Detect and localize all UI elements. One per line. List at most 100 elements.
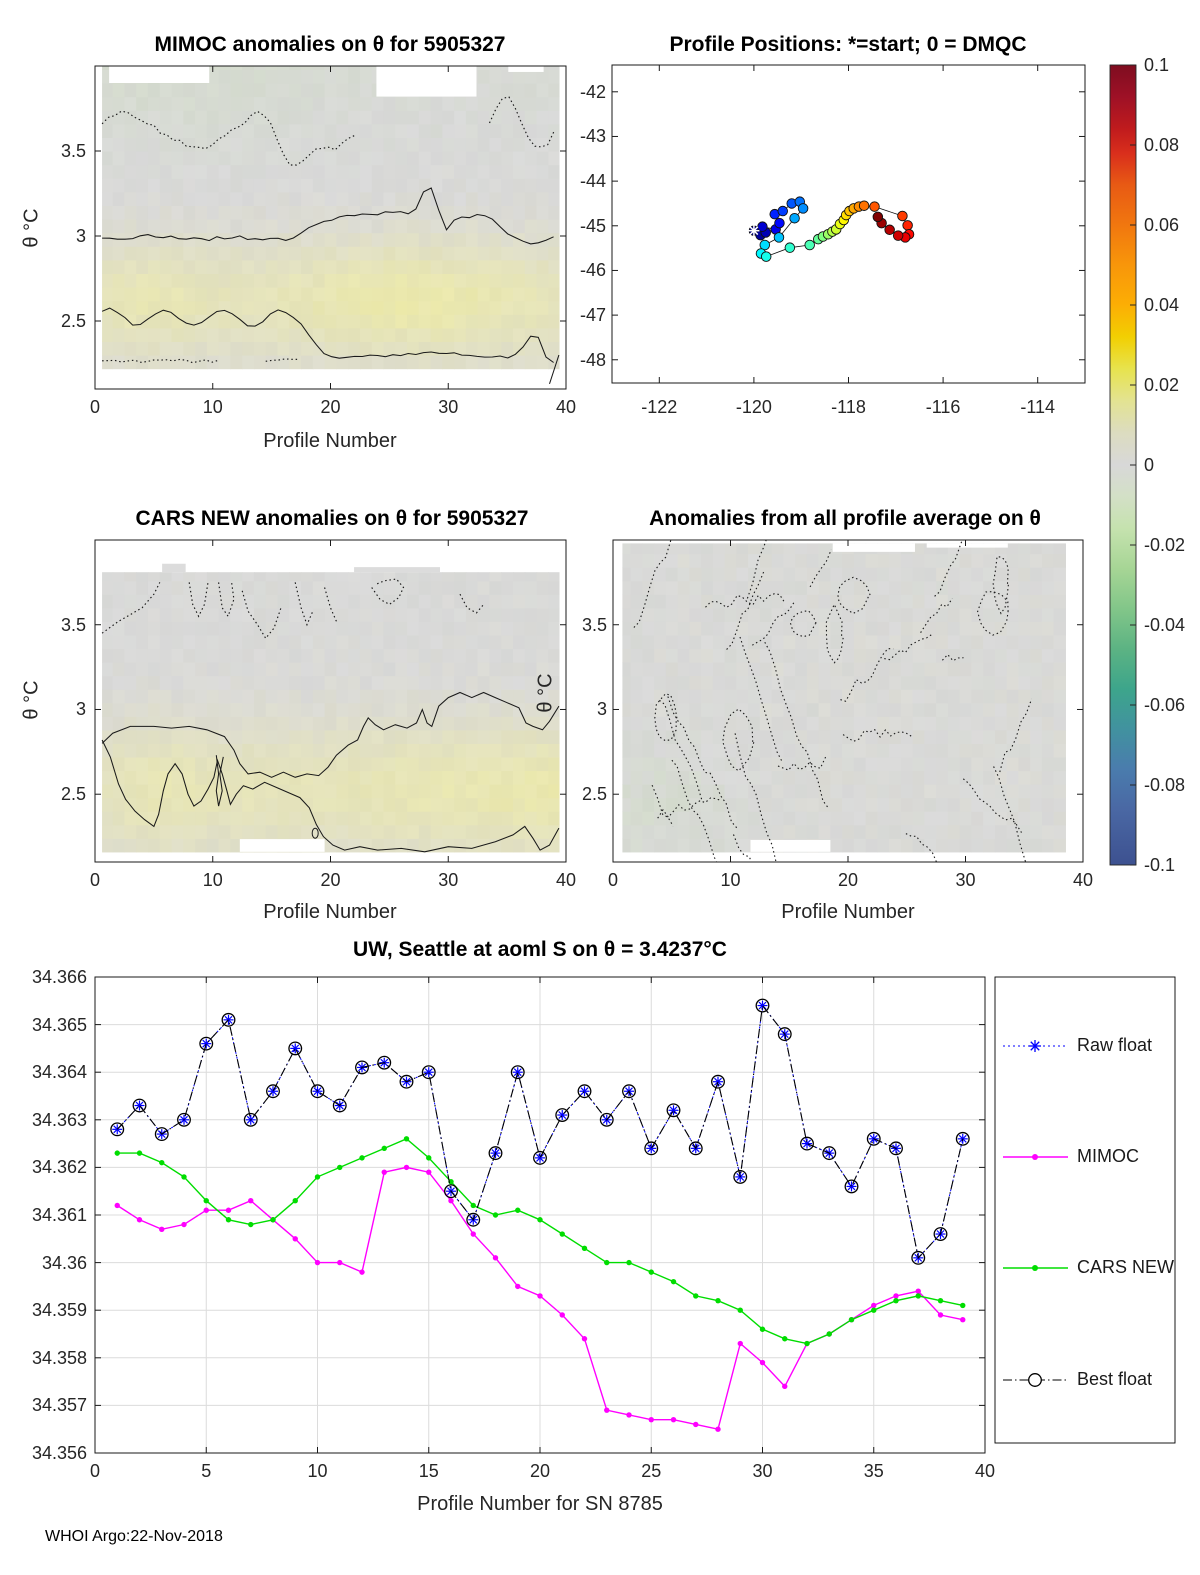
colorbar-tick-label: -0.04 [1144,615,1186,635]
tick-label-y-cars: 3 [75,699,86,720]
tick-label-y-all-profile: 3 [596,699,607,720]
xlabel-cars: Profile Number [263,901,397,923]
tick-label-x-all-profile: 40 [1072,870,1094,890]
tick-label-x-salinity: 10 [307,1461,328,1481]
tick-label-y-mimoc: 3.5 [60,141,86,161]
colorbar [1109,64,1137,866]
profile-positions-panel [748,196,915,262]
tick-label-x-all-profile: 0 [607,870,619,890]
tick-label-y-positions: -47 [579,305,606,326]
colorbar-tick-label: 0.1 [1144,55,1170,75]
legend-label-best-float: Best float [1077,1369,1153,1389]
colorbar-tick-label: 0.06 [1144,215,1180,235]
tick-label-x-positions: -114 [1020,397,1056,417]
profile-position-marker [789,212,800,224]
profile-position-marker [884,224,895,236]
cars-anomaly-panel [101,563,560,853]
tick-label-x-mimoc: 30 [438,397,459,417]
tick-label-y-all-profile: 2.5 [581,784,607,805]
profile-position-marker [774,217,785,229]
panel-title-salinity: UW, Seattle at aoml S on θ = 3.4237°C [353,938,727,961]
salinity-panel [95,977,985,1453]
ylabel-all-profile: θ °C [534,673,557,713]
tick-label-x-salinity: 15 [418,1461,439,1481]
tick-label-y-salinity: 34.357 [31,1395,87,1416]
profile-position-marker [804,239,815,251]
series-cars-new [114,1136,966,1347]
tick-label-y-mimoc: 3 [75,226,86,246]
tick-label-y-cars: 3.5 [60,614,86,635]
tick-label-y-positions: -44 [579,171,606,192]
tick-label-x-salinity: 40 [974,1461,996,1481]
axis-ticks [612,540,1084,862]
tick-label-y-positions: -46 [579,260,606,281]
tick-label-x-salinity: 20 [529,1461,551,1481]
series-best-float [110,998,970,1265]
tick-label-y-salinity: 34.358 [31,1347,87,1368]
all-profile-anomaly-panel [622,540,1066,862]
panel-title-all-profile: Anomalies from all profile average on θ [649,507,1041,530]
profile-position-marker [858,200,870,211]
tick-label-x-positions: -118 [831,397,866,417]
xlabel-mimoc: Profile Number [263,430,397,452]
axis-ticks [612,65,1085,383]
axis-ticks [94,540,567,862]
colorbar-tick-label: -0.06 [1144,695,1186,715]
profile-position-marker [869,201,880,212]
tick-label-y-positions: -48 [579,349,606,370]
colorbar-tick-label: 0.02 [1144,375,1180,395]
axis-ticks [94,976,986,1454]
panel-title-mimoc: MIMOC anomalies on θ for 5905327 [154,33,506,56]
tick-label-x-cars: 10 [202,870,223,890]
tick-label-y-salinity: 34.362 [31,1157,87,1178]
tick-label-x-positions: -122 [641,397,678,417]
tick-label-y-positions: -42 [579,81,606,102]
colorbar-tick-label: 0 [1144,455,1155,475]
tick-label-x-all-profile: 20 [837,870,859,890]
tick-label-y-salinity: 34.361 [31,1205,87,1225]
legend-label-raw-float: Raw float [1077,1035,1153,1055]
tick-label-x-mimoc: 40 [555,397,577,417]
tick-label-x-salinity: 35 [863,1461,884,1481]
tick-label-y-salinity: 34.366 [31,967,87,987]
tick-label-y-all-profile: 3.5 [581,614,607,635]
tick-label-y-positions: -43 [579,126,606,147]
legend-label-mimoc: MIMOC [1077,1146,1139,1166]
tick-label-x-salinity: 30 [752,1461,773,1481]
profile-position-marker [892,230,904,241]
tick-label-x-cars: 0 [89,870,101,890]
profile-position-marker [777,205,789,217]
profile-position-marker [872,211,884,223]
colorbar-tick-label: -0.08 [1144,775,1186,795]
colorbar-tick-label: 0.04 [1144,295,1180,315]
tick-label-x-all-profile: 10 [720,870,741,890]
tick-label-x-cars: 40 [555,870,577,890]
xlabel-salinity: Profile Number for SN 8785 [417,1493,663,1515]
tick-label-x-cars: 20 [320,870,341,890]
colorbar-tick-label: 0.08 [1144,135,1180,155]
tick-label-x-mimoc: 20 [320,397,341,417]
tick-label-x-salinity: 0 [89,1461,101,1481]
profile-position-marker [784,242,796,253]
start-asterisk-icon [749,226,759,236]
colorbar-tick-label: -0.02 [1144,535,1186,555]
tick-label-y-positions: -45 [579,215,606,236]
tick-label-x-positions: -120 [735,397,772,417]
tick-label-x-cars: 30 [438,870,459,890]
profile-position-marker [760,251,772,262]
footer-text: WHOI Argo:22-Nov-2018 [45,1528,223,1545]
panel-title-positions: Profile Positions: *=start; 0 = DMQC [669,33,1027,56]
profile-position-marker [759,239,771,251]
panel-title-cars: CARS NEW anomalies on θ for 5905327 [135,507,529,530]
profile-position-marker [773,232,785,243]
tick-label-y-salinity: 34.359 [31,1300,87,1321]
tick-label-x-mimoc: 10 [202,397,223,417]
profile-position-marker [797,203,809,214]
tick-label-x-mimoc: 0 [89,397,101,417]
profile-position-marker [902,220,913,231]
colorbar-tick-label: -0.1 [1144,855,1176,875]
tick-label-y-salinity: 34.363 [31,1109,87,1130]
axis-ticks [94,66,567,389]
tick-label-y-salinity: 34.36 [41,1252,87,1273]
tick-label-y-salinity: 34.356 [31,1443,87,1463]
